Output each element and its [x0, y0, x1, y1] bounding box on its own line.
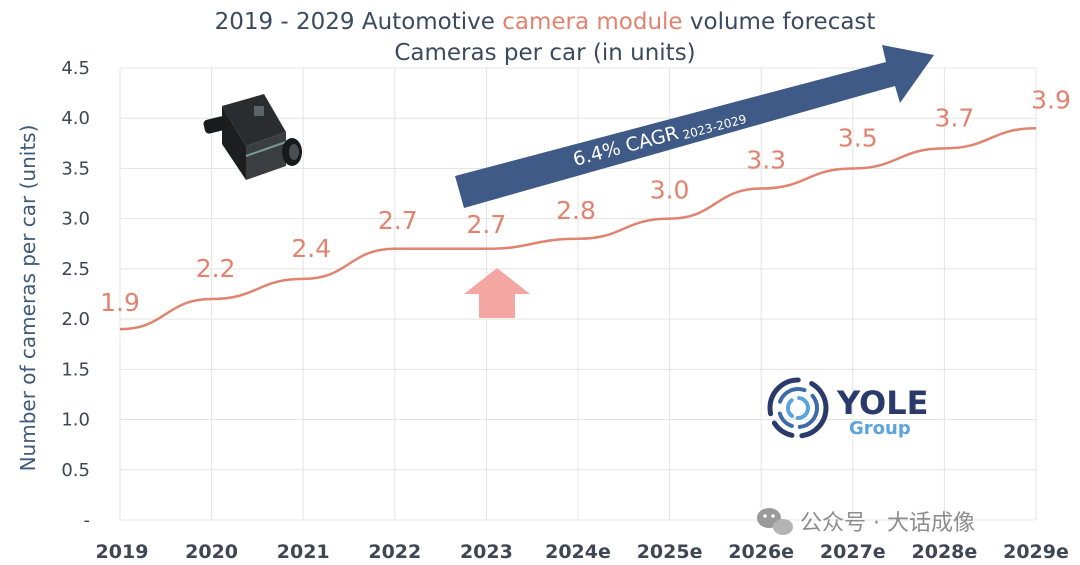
- x-tick-label: 2029e: [1003, 541, 1069, 563]
- logo-text: YOLE: [836, 384, 928, 422]
- data-label: 3.3: [746, 146, 786, 175]
- y-tick-label: 1.0: [61, 410, 90, 431]
- data-label: 1.9: [100, 288, 140, 317]
- x-tick-label: 2028e: [912, 541, 978, 563]
- y-tick-label: 0.5: [61, 460, 90, 481]
- y-tick-label: 2.0: [61, 309, 90, 330]
- title-part-1: 2019 - 2029 Automotive: [215, 9, 503, 35]
- data-label: 3.7: [935, 103, 975, 132]
- logo-subtext: Group: [849, 418, 911, 439]
- data-label: 2.7: [378, 206, 418, 235]
- y-tick-label: 3.0: [61, 209, 90, 230]
- y-axis-label: Number of cameras per car (units): [16, 125, 40, 472]
- grid-lines: [119, 67, 1037, 521]
- y-tick-label: 2.5: [61, 259, 90, 280]
- chart-title: 2019 - 2029 Automotive camera module vol…: [215, 9, 876, 35]
- x-tick-label: 2027e: [820, 541, 886, 563]
- cagr-main-text: 6.4% CAGR: [571, 122, 681, 171]
- x-tick-label: 2024e: [545, 541, 611, 563]
- data-label: 2.4: [291, 234, 331, 263]
- x-tick-label: 2025e: [637, 541, 703, 563]
- y-tick-label: 3.5: [61, 158, 90, 179]
- up-arrow-icon: [464, 268, 530, 318]
- wechat-icon: [757, 508, 793, 535]
- data-labels: 1.9 2.2 2.4 2.7 2.7 2.8 3.0 3.3 3.5 3.7 3.9: [100, 85, 1071, 317]
- chart-subtitle: Cameras per car (in units): [394, 40, 695, 66]
- data-label: 2.8: [556, 196, 596, 225]
- yole-logo: YOLE Group: [767, 377, 928, 439]
- camera-module-icon: [203, 94, 302, 180]
- data-label: 3.5: [838, 123, 878, 152]
- x-tick-labels: 2019 2020 2021 2022 2023 2024e 2025e 2026e 2027e…: [96, 541, 1069, 563]
- y-tick-label: 1.5: [61, 359, 90, 380]
- y-tick-label: 4.0: [61, 108, 90, 129]
- x-tick-label: 2022: [368, 541, 421, 563]
- x-tick-label: 2026e: [728, 541, 794, 563]
- data-label: 2.7: [467, 210, 507, 239]
- x-tick-label: 2020: [185, 541, 238, 563]
- x-tick-label: 2021: [277, 541, 330, 563]
- x-tick-label: 2023: [460, 541, 513, 563]
- y-tick-labels: - 0.5 1.0 1.5 2.0 2.5 3.0 3.5 4.0 4.5: [61, 58, 90, 531]
- y-tick-label: 4.5: [61, 58, 90, 79]
- watermark-text: 公众号 · 大话成像: [800, 511, 975, 536]
- yole-swirl-icon: [767, 377, 829, 439]
- data-label: 2.2: [196, 254, 236, 283]
- watermark: 公众号 · 大话成像: [757, 508, 975, 536]
- x-tick-label: 2019: [96, 541, 149, 563]
- title-part-3: volume forecast: [683, 9, 876, 35]
- y-tick-label: -: [84, 510, 91, 531]
- title-highlight: camera module: [502, 9, 682, 35]
- series-line: [119, 127, 1037, 331]
- series-path: [119, 127, 1037, 331]
- data-label: 3.0: [650, 176, 690, 205]
- data-label: 3.9: [1031, 85, 1071, 114]
